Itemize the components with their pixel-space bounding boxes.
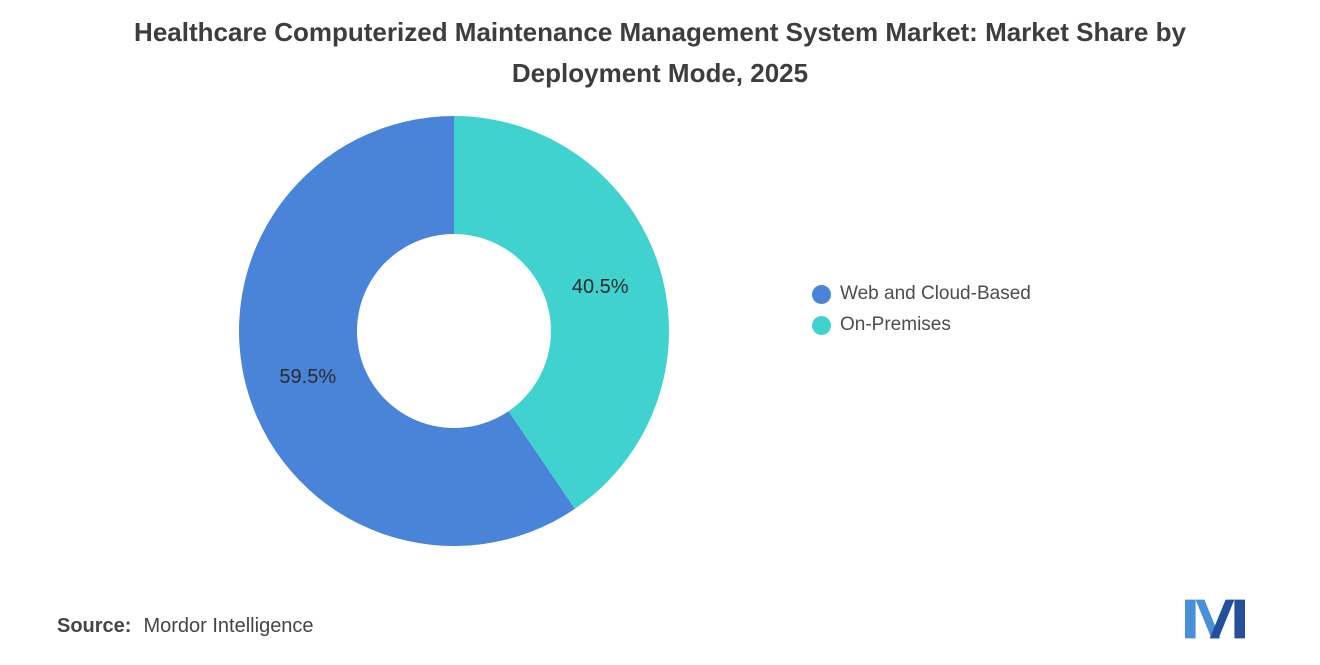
logo-right-diagonal <box>1209 599 1235 639</box>
legend-label-web-and-cloud-based: Web and Cloud-Based <box>840 283 1031 304</box>
source-value: Mordor Intelligence <box>143 615 314 637</box>
donut-chart: 40.5% 59.5% <box>238 116 669 546</box>
logo-right-bar <box>1234 599 1245 639</box>
logo-left-bar <box>1185 599 1196 639</box>
legend-swatch-on-premises <box>812 315 831 335</box>
legend-swatch-web-and-cloud-based <box>812 284 831 304</box>
chart-title: Healthcare Computerized Maintenance Mana… <box>134 17 1186 89</box>
slice-value-label: 40.5% <box>572 276 629 298</box>
source-label: Source: <box>57 615 132 637</box>
legend: Web and Cloud-Based On-Premises <box>812 283 1031 336</box>
legend-item-on-premises[interactable]: On-Premises <box>812 314 1031 336</box>
donut-segment-web-and-cloud-based[interactable] <box>238 116 575 546</box>
source-note: Source: Mordor Intelligence <box>57 615 314 638</box>
legend-item-web-and-cloud-based[interactable]: Web and Cloud-Based <box>812 283 1031 305</box>
legend-label-on-premises: On-Premises <box>840 314 951 335</box>
donut-segment-on-premises[interactable] <box>454 116 669 509</box>
mordor-intelligence-logo <box>1185 599 1245 639</box>
slice-value-label: 59.5% <box>279 366 336 388</box>
